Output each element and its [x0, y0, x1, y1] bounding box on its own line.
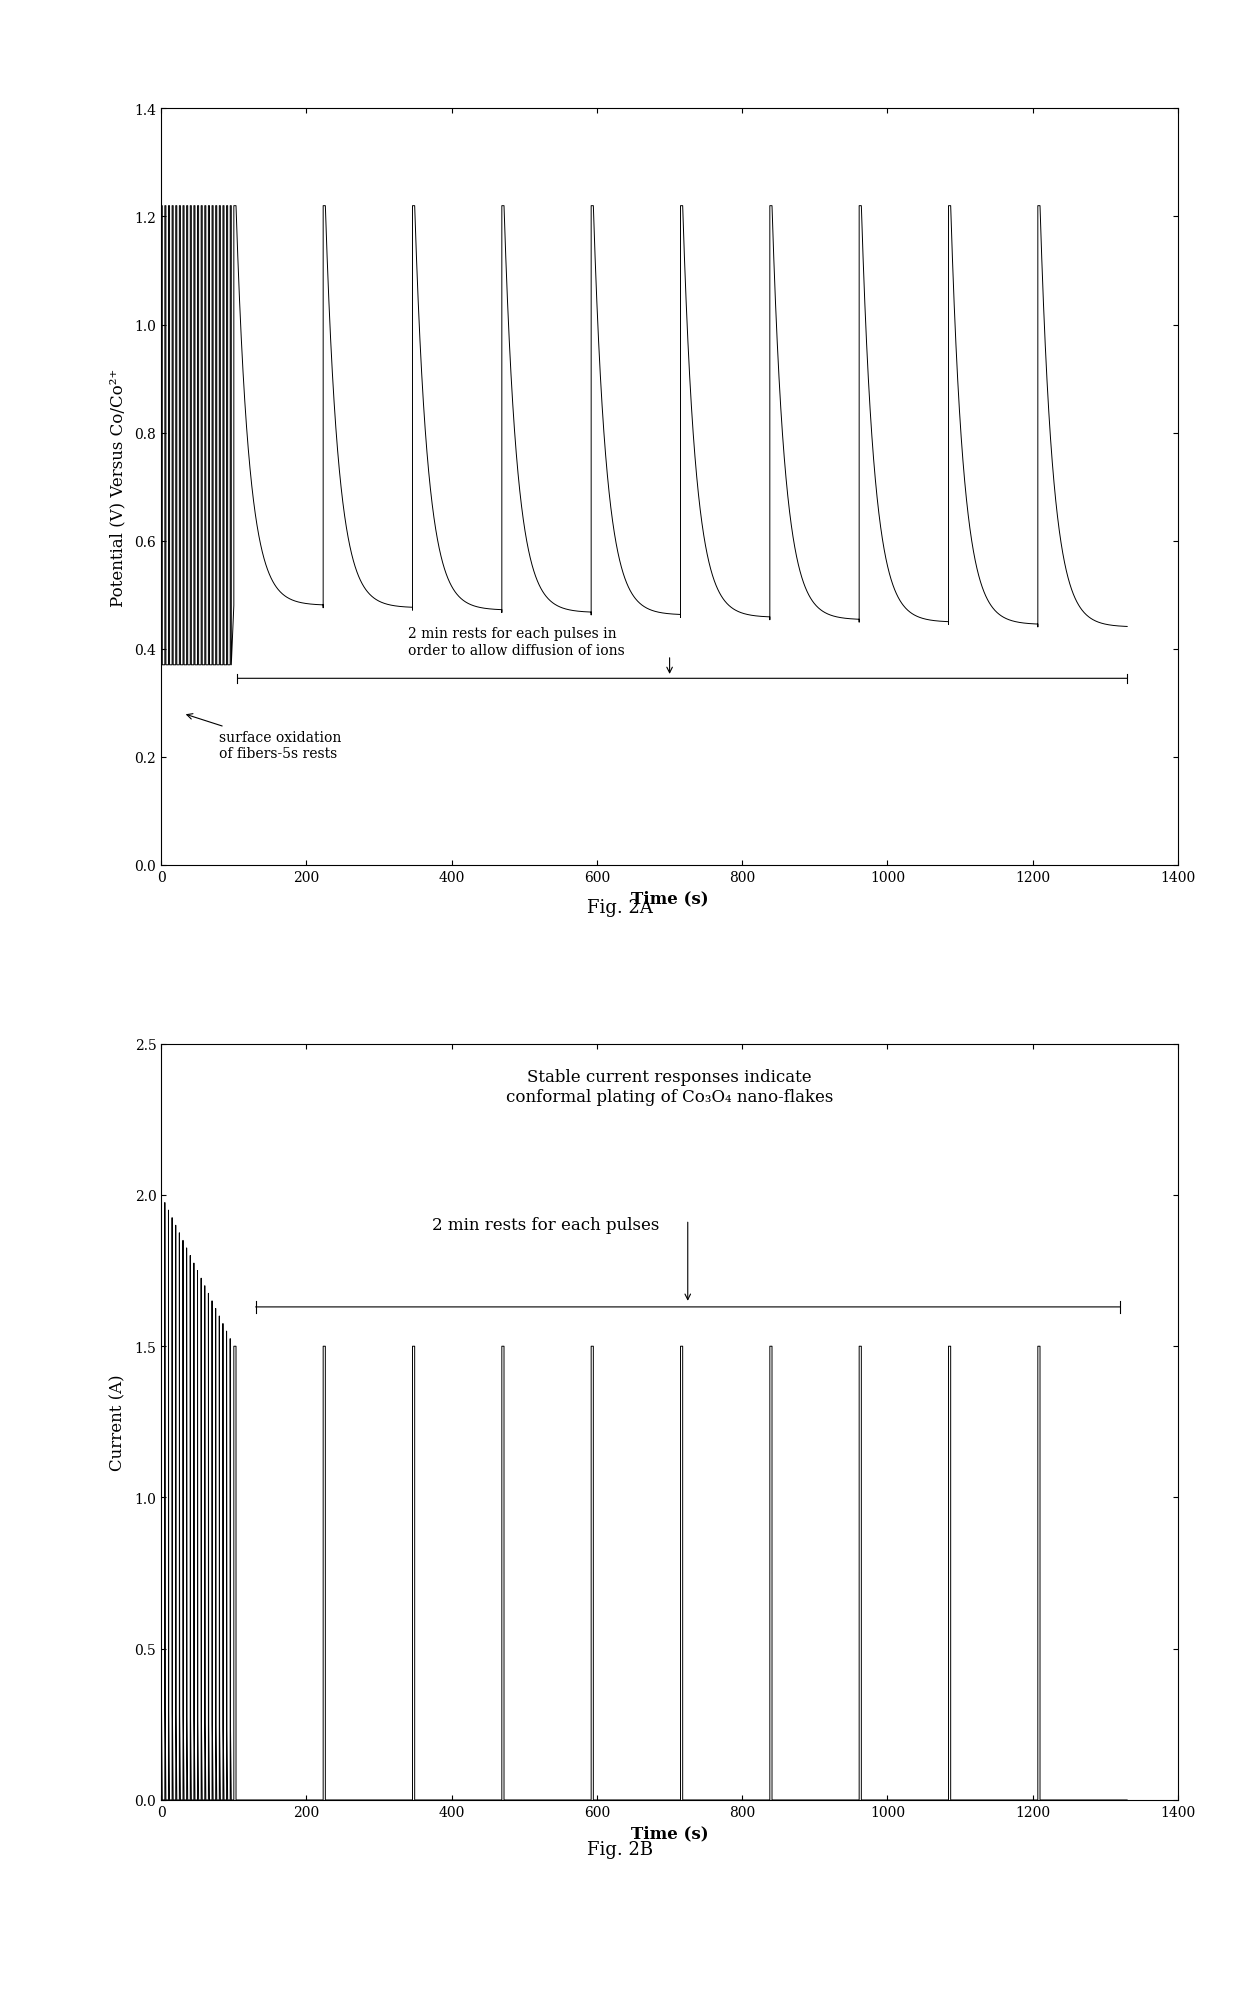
Y-axis label: Current (A): Current (A) [109, 1374, 126, 1470]
Text: Fig. 2B: Fig. 2B [587, 1840, 653, 1858]
Text: 2 min rests for each pulses in
order to allow diffusion of ions: 2 min rests for each pulses in order to … [408, 627, 625, 656]
Text: Fig. 2A: Fig. 2A [587, 899, 653, 917]
Text: surface oxidation
of fibers-5s rests: surface oxidation of fibers-5s rests [187, 714, 342, 760]
X-axis label: Time (s): Time (s) [631, 1824, 708, 1842]
Text: Stable current responses indicate
conformal plating of Co₃O₄ nano-flakes: Stable current responses indicate confor… [506, 1068, 833, 1106]
Text: 2 min rests for each pulses: 2 min rests for each pulses [433, 1217, 660, 1233]
X-axis label: Time (s): Time (s) [631, 889, 708, 907]
Y-axis label: Potential (V) Versus Co/Co²⁺: Potential (V) Versus Co/Co²⁺ [109, 368, 126, 607]
